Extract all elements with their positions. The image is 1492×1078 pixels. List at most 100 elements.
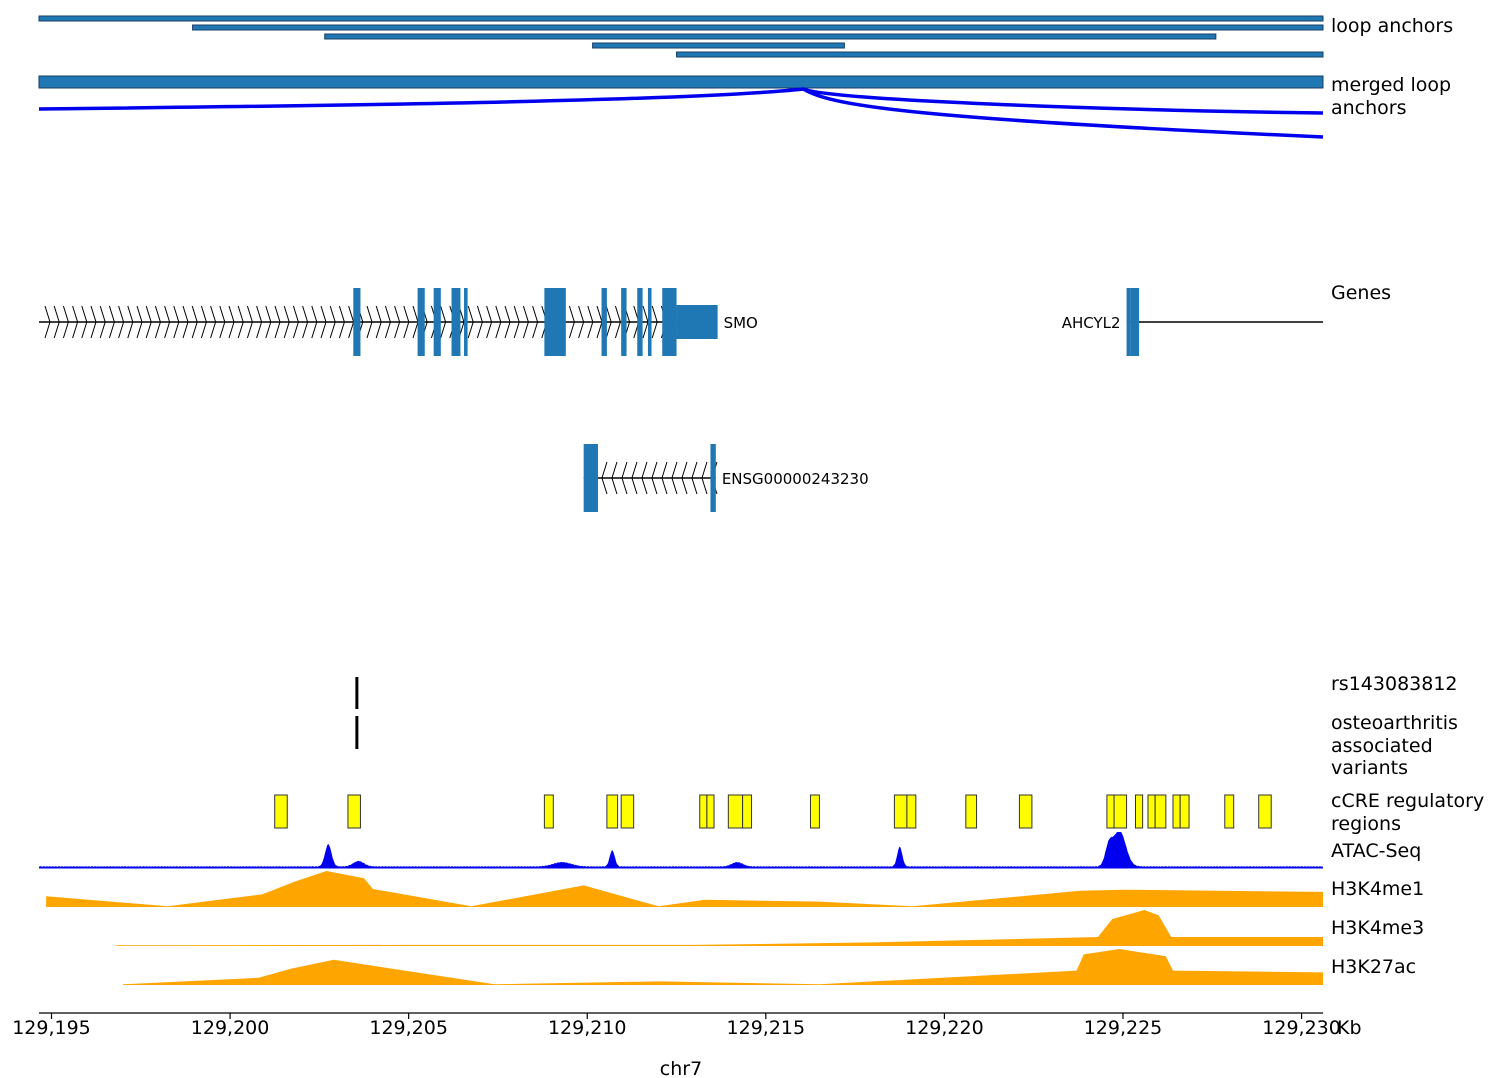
h3k27ac-label: H3K27ac [1331,956,1416,978]
strand-chevron [578,305,585,339]
strand-chevron [200,305,207,339]
ccre-track [274,794,1272,829]
strand-chevron [366,305,373,339]
ccre-region [1179,794,1190,829]
loop-anchor-bar [592,42,845,49]
x-axis-tick-label: 129,230 [1262,1017,1341,1039]
atac-label: ATAC-Seq [1331,840,1421,862]
strand-chevron [44,305,51,339]
snp-label: rs143083812 [1331,673,1458,695]
h3k4me3-signal [115,910,1323,946]
strand-chevron [246,305,253,339]
ccre-region [347,794,361,829]
ccre-region [543,794,554,829]
gene-utr [676,305,718,339]
strand-chevron [641,461,648,495]
strand-chevron [338,305,345,339]
strand-chevron [182,305,189,339]
strand-chevron [320,305,327,339]
ccre-region [893,794,908,829]
strand-chevron [164,305,171,339]
genes-track: SMO AHCYL2 ENSG00000243230 [39,288,1323,512]
strand-chevron [302,305,309,339]
strand-chevron [601,461,608,495]
strand-chevron [504,305,511,339]
h3k4me3-track [115,910,1323,946]
ccre-region [274,794,288,829]
ccre-region [1106,794,1115,829]
strand-chevron [210,305,217,339]
strand-chevron [605,305,612,339]
h3k4me1-label: H3K4me1 [1331,878,1424,900]
h3k27ac-signal [122,949,1323,985]
strand-chevron [173,305,180,339]
strand-chevron [394,305,401,339]
strand-chevron [631,461,638,495]
strand-chevron [219,305,226,339]
strand-chevron [283,305,290,339]
oa-variants-label-line1: osteoarthritis [1331,712,1458,734]
strand-chevron [265,305,272,339]
x-axis-tick-label: 129,210 [548,1017,627,1039]
strand-chevron [191,305,198,339]
gene-exon [583,444,598,512]
axis-unit: Kb [1337,1017,1362,1039]
ccre-region [606,794,619,829]
ccre-region [1172,794,1181,829]
strand-chevron [691,461,698,495]
gene-name-label: ENSG00000243230 [722,470,869,488]
strand-chevron [532,305,539,339]
ccre-region [1018,794,1033,829]
strand-chevron [621,461,628,495]
atac-track [39,832,1323,869]
strand-chevron [651,305,658,339]
ccre-region [1224,794,1235,829]
x-axis: 129,195 129,200 129,205 129,210 129,215 129,2… [12,1012,1341,1039]
h3k4me1-track [46,871,1324,907]
strand-chevron [256,305,263,339]
merged-loop-anchor-bar [38,75,1324,89]
gene-exon [544,288,566,356]
strand-chevron [228,305,235,339]
loop-anchor-bar [192,24,1324,31]
x-axis-tick-label: 129,205 [369,1017,448,1039]
loop-arcs [38,87,1324,139]
gene-name-label: AHCYL2 [1062,314,1121,332]
merged-loop-anchors-label-line2: anchors [1331,97,1407,119]
ccre-region [620,794,635,829]
loop-anchor-bar [676,51,1324,58]
strand-chevron [108,305,115,339]
strand-chevron [72,305,79,339]
x-axis-tick-label: 129,215 [727,1017,806,1039]
loop-arc [802,87,1324,139]
x-axis-tick-label: 129,195 [12,1017,91,1039]
loop-anchor-bar [324,33,1217,40]
strand-chevron [522,305,529,339]
strand-chevron [127,305,134,339]
gene-exon [601,288,607,356]
strand-chevron [99,305,106,339]
gene-exon [451,288,461,356]
strand-chevron [118,305,125,339]
gene-name-label: SMO [724,314,758,332]
ccre-region [1113,794,1128,829]
strand-chevron [384,305,391,339]
gene-exon [353,288,361,356]
x-axis-tick-label: 129,225 [1084,1017,1163,1039]
ccre-region [699,794,708,829]
strand-chevron [671,461,678,495]
ccre-region [727,794,744,829]
oa-variants-label-line3: variants [1331,757,1408,779]
strand-chevron [81,305,88,339]
strand-chevron [329,305,336,339]
x-axis-tick-label: 129,220 [905,1017,984,1039]
strand-chevron [486,305,493,339]
oa-variants-label-line2: associated [1331,735,1433,757]
gene-exon [637,288,643,356]
strand-chevron [237,305,244,339]
strand-chevron [614,305,621,339]
gene-exon [1130,288,1140,356]
loop-anchor-bar [38,15,1324,22]
strand-chevron [495,305,502,339]
ccre-region [1134,794,1144,829]
